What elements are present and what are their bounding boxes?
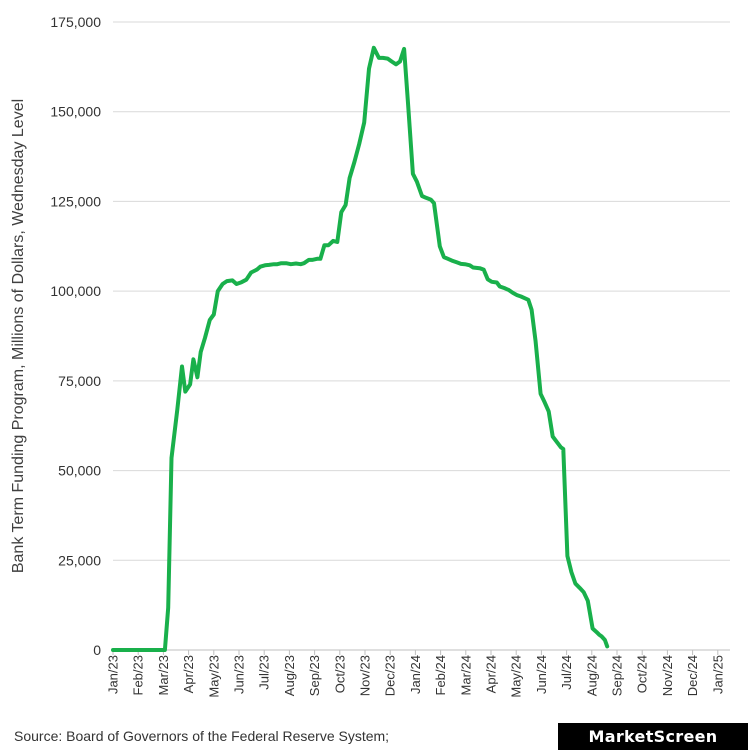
x-tick-label: May/23 — [206, 655, 221, 698]
x-tick-label: Sep/24 — [610, 655, 625, 696]
x-tick-label: Mar/24 — [458, 655, 473, 695]
x-tick-label: Jul/24 — [559, 655, 574, 690]
x-tick-label: Aug/24 — [584, 655, 599, 696]
x-tick-label: Dec/24 — [685, 655, 700, 696]
gridlines — [113, 21, 730, 561]
y-tick-label: 50,000 — [58, 463, 101, 479]
source-note: Source: Board of Governors of the Federa… — [14, 728, 390, 744]
x-tick-label: Jan/23 — [106, 655, 121, 694]
y-axis-title: Bank Term Funding Program, Millions of D… — [10, 99, 27, 573]
x-tick-label: Dec/23 — [383, 655, 398, 696]
y-tick-label: 75,000 — [58, 373, 101, 389]
x-tick-label: Jan/24 — [408, 655, 423, 694]
brand-logo: MarketScreen — [558, 723, 748, 750]
y-tick-label: 25,000 — [58, 552, 101, 568]
x-tick-label: Mar/23 — [156, 655, 171, 695]
x-tick-label: Feb/24 — [433, 655, 448, 695]
x-tick-label: Jun/24 — [534, 655, 549, 694]
x-tick-label: Feb/23 — [131, 655, 146, 695]
x-tick-labels: Jan/23 Feb/23 Mar/23 Apr/23 May/23 Jun/23 Jul/… — [106, 655, 726, 698]
y-tick-labels: 0 25,000 50,000 75,000 100,000 125,000 150,000… — [50, 14, 101, 658]
x-tick-label: Nov/23 — [358, 655, 373, 696]
x-tick-label: Apr/24 — [484, 655, 499, 693]
x-tick-marks — [112, 650, 719, 655]
y-tick-label: 175,000 — [50, 14, 101, 30]
x-tick-label: Nov/24 — [660, 655, 675, 696]
x-tick-label: May/24 — [509, 655, 524, 698]
y-tick-label: 0 — [93, 642, 101, 658]
x-tick-label: Jul/23 — [257, 655, 272, 690]
y-tick-label: 100,000 — [50, 283, 101, 299]
series-line-btfp — [111, 45, 610, 652]
x-tick-label: Jun/23 — [232, 655, 247, 694]
x-tick-label: Oct/23 — [332, 655, 347, 693]
y-tick-label: 125,000 — [50, 193, 101, 209]
x-tick-label: Sep/23 — [307, 655, 322, 696]
x-tick-label: Oct/24 — [635, 655, 650, 693]
y-tick-label: 150,000 — [50, 104, 101, 120]
x-tick-label: Aug/23 — [282, 655, 297, 696]
x-tick-label: Apr/23 — [181, 655, 196, 693]
x-tick-label: Jan/25 — [710, 655, 725, 694]
